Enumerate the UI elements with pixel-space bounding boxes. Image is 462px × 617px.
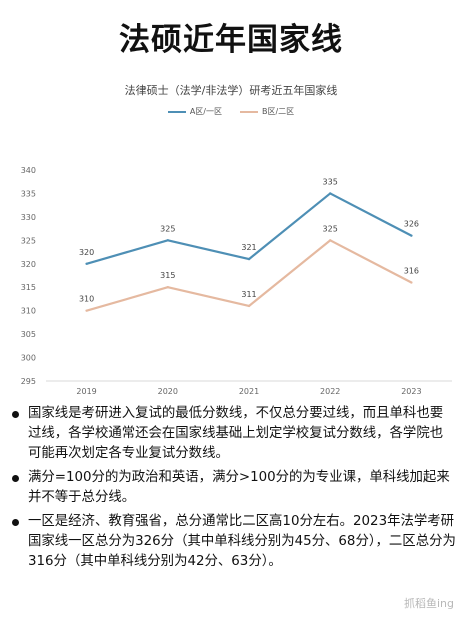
note-item: 满分=100分的为政治和英语，满分>100分的为专业课，单科线加起来并不等于总分… [8, 468, 456, 508]
data-point [85, 309, 88, 312]
data-label: 310 [79, 295, 94, 304]
data-point [247, 304, 251, 308]
y-tick-label: 340 [21, 166, 36, 175]
data-point [247, 257, 251, 261]
legend-swatch-b [239, 110, 258, 113]
data-point [85, 262, 88, 265]
data-point [410, 281, 413, 284]
x-tick-label: 2020 [158, 387, 178, 396]
y-tick-label: 310 [21, 307, 36, 316]
x-tick-label: 2019 [76, 387, 96, 396]
data-point [166, 286, 169, 289]
data-label: 326 [404, 220, 419, 229]
y-tick-label: 320 [21, 260, 36, 269]
legend-item-a: A区/一区 [167, 106, 222, 117]
x-tick-label: 2022 [320, 387, 340, 396]
y-tick-label: 300 [21, 354, 36, 363]
chart-title: 法律硕士（法学/非法学）研考近五年国家线 [124, 84, 338, 97]
data-label: 325 [323, 224, 338, 233]
legend-label-a: A区/一区 [189, 107, 222, 116]
data-label: 316 [404, 267, 419, 276]
watermark: 抓稻鱼ing [403, 597, 454, 610]
x-tick-label: 2021 [239, 387, 259, 396]
chart-legend: A区/一区 B区/二区 [0, 106, 462, 117]
x-tick-label: 2023 [401, 387, 421, 396]
data-point [166, 239, 169, 242]
data-label: 321 [241, 243, 256, 252]
data-label: 320 [79, 248, 94, 257]
data-point [329, 192, 332, 195]
y-tick-label: 330 [21, 213, 36, 222]
series-line-1 [86, 192, 412, 265]
notes-list: 国家线是考研进入复试的最低分数线，不仅总分要过线，而且单科也要过线，各学校通常还… [8, 404, 456, 576]
data-label: 311 [241, 290, 256, 299]
data-point [329, 239, 332, 242]
legend-swatch-a [167, 110, 186, 113]
data-point [410, 234, 413, 237]
data-label: 325 [160, 224, 175, 233]
note-item: 一区是经济、教育强省，总分通常比二区高10分左右。2023年法学考研国家线一区总… [8, 512, 456, 572]
data-label: 335 [323, 177, 338, 186]
y-tick-label: 335 [21, 189, 36, 198]
line-chart: 295 300 305 310 315 320 325 330 335 340 2019 2020 20… [21, 166, 452, 396]
note-item: 国家线是考研进入复试的最低分数线，不仅总分要过线，而且单科也要过线，各学校通常还… [8, 404, 456, 464]
y-tick-label: 315 [21, 283, 36, 292]
data-label: 315 [160, 271, 175, 280]
y-tick-label: 295 [21, 377, 36, 386]
y-tick-label: 325 [21, 236, 36, 245]
page-title: 法硕近年国家线 [119, 22, 343, 58]
legend-item-b: B区/二区 [239, 106, 295, 117]
legend-label-b: B区/二区 [261, 107, 295, 116]
y-tick-label: 305 [21, 330, 36, 339]
